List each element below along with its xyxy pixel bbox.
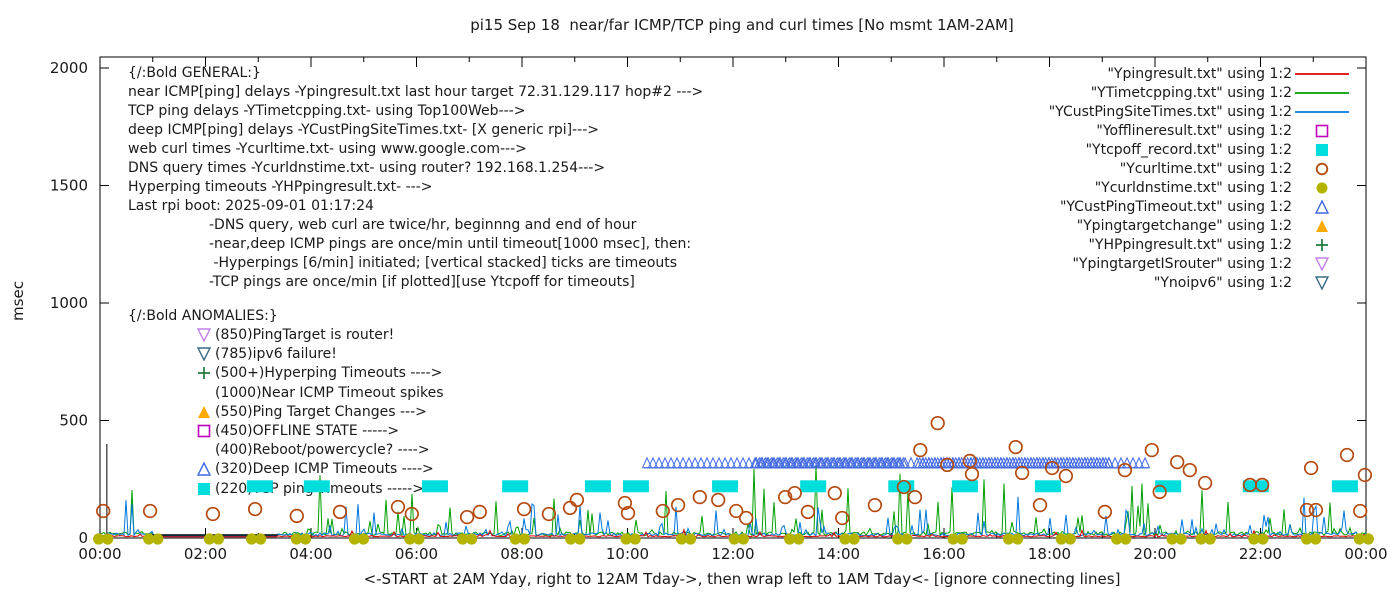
legend-marker <box>1292 257 1352 271</box>
legend-label: "YTimetcpping.txt" using 1:2 <box>1090 85 1292 101</box>
legend-entry: "YCustPingTimeout.txt" using 1:2 <box>978 199 1352 215</box>
line-icon <box>1295 92 1349 94</box>
chart-title: pi15 Sep 18 near/far ICMP/TCP ping and c… <box>470 16 1014 34</box>
legend-marker <box>1292 276 1352 290</box>
legend-marker <box>1292 105 1352 119</box>
legend-marker <box>1292 124 1352 138</box>
legend-entry: "Ynoipv6" using 1:2 <box>978 275 1352 291</box>
legend-label: "Ytcpoff_record.txt" using 1:2 <box>1085 142 1292 158</box>
legend-marker <box>1292 86 1352 100</box>
square-filled-icon <box>1316 144 1328 156</box>
line-icon <box>1295 73 1349 75</box>
triangle-up-filled-icon <box>1316 220 1328 232</box>
legend-marker <box>1292 143 1352 157</box>
legend-entry: "Ycurldnstime.txt" using 1:2 <box>978 180 1352 196</box>
legend-marker <box>1292 181 1352 195</box>
legend-label: "Ynoipv6" using 1:2 <box>1153 275 1292 291</box>
legend-label: "YCustPingTimeout.txt" using 1:2 <box>1059 199 1292 215</box>
legend-entry: "YCustPingSiteTimes.txt" using 1:2 <box>978 104 1352 120</box>
legend-entry: "Ycurltime.txt" using 1:2 <box>978 161 1352 177</box>
legend-entry: "YTimetcpping.txt" using 1:2 <box>978 85 1352 101</box>
legend-marker <box>1292 238 1352 252</box>
legend-label: "YHPpingresult.txt" using 1:2 <box>1088 237 1292 253</box>
legend-entry: "Ypingresult.txt" using 1:2 <box>978 66 1352 82</box>
circle-filled-icon <box>1316 182 1328 194</box>
legend-entry: "Yofflineresult.txt" using 1:2 <box>978 123 1352 139</box>
legend-entry: "Ytcpoff_record.txt" using 1:2 <box>978 142 1352 158</box>
circle-open-icon <box>1315 162 1329 176</box>
x-axis-caption: <-START at 2AM Yday, right to 12AM Tday-… <box>363 570 1121 588</box>
legend-entry: "YpingtargetISrouter" using 1:2 <box>978 256 1352 272</box>
legend-label: "Ycurldnstime.txt" using 1:2 <box>1094 180 1292 196</box>
square-open-icon <box>1315 124 1329 138</box>
legend-marker <box>1292 200 1352 214</box>
legend-entry: "YHPpingresult.txt" using 1:2 <box>978 237 1352 253</box>
triangle-up-open-icon <box>1314 200 1330 214</box>
legend-entry: "Ypingtargetchange" using 1:2 <box>978 218 1352 234</box>
triangle-down-open-icon <box>1314 276 1330 290</box>
plus-icon <box>1316 239 1328 251</box>
line-icon <box>1295 111 1349 113</box>
triangle-down-open-icon <box>1314 257 1330 271</box>
legend-marker <box>1292 67 1352 81</box>
legend-marker <box>1292 162 1352 176</box>
legend-label: "Yofflineresult.txt" using 1:2 <box>1096 123 1292 139</box>
legend-label: "YCustPingSiteTimes.txt" using 1:2 <box>1048 104 1292 120</box>
legend-label: "Ypingresult.txt" using 1:2 <box>1107 66 1292 82</box>
legend-label: "YpingtargetISrouter" using 1:2 <box>1072 256 1292 272</box>
legend-marker <box>1292 219 1352 233</box>
legend-label: "Ypingtargetchange" using 1:2 <box>1076 218 1292 234</box>
legend-label: "Ycurltime.txt" using 1:2 <box>1119 161 1292 177</box>
